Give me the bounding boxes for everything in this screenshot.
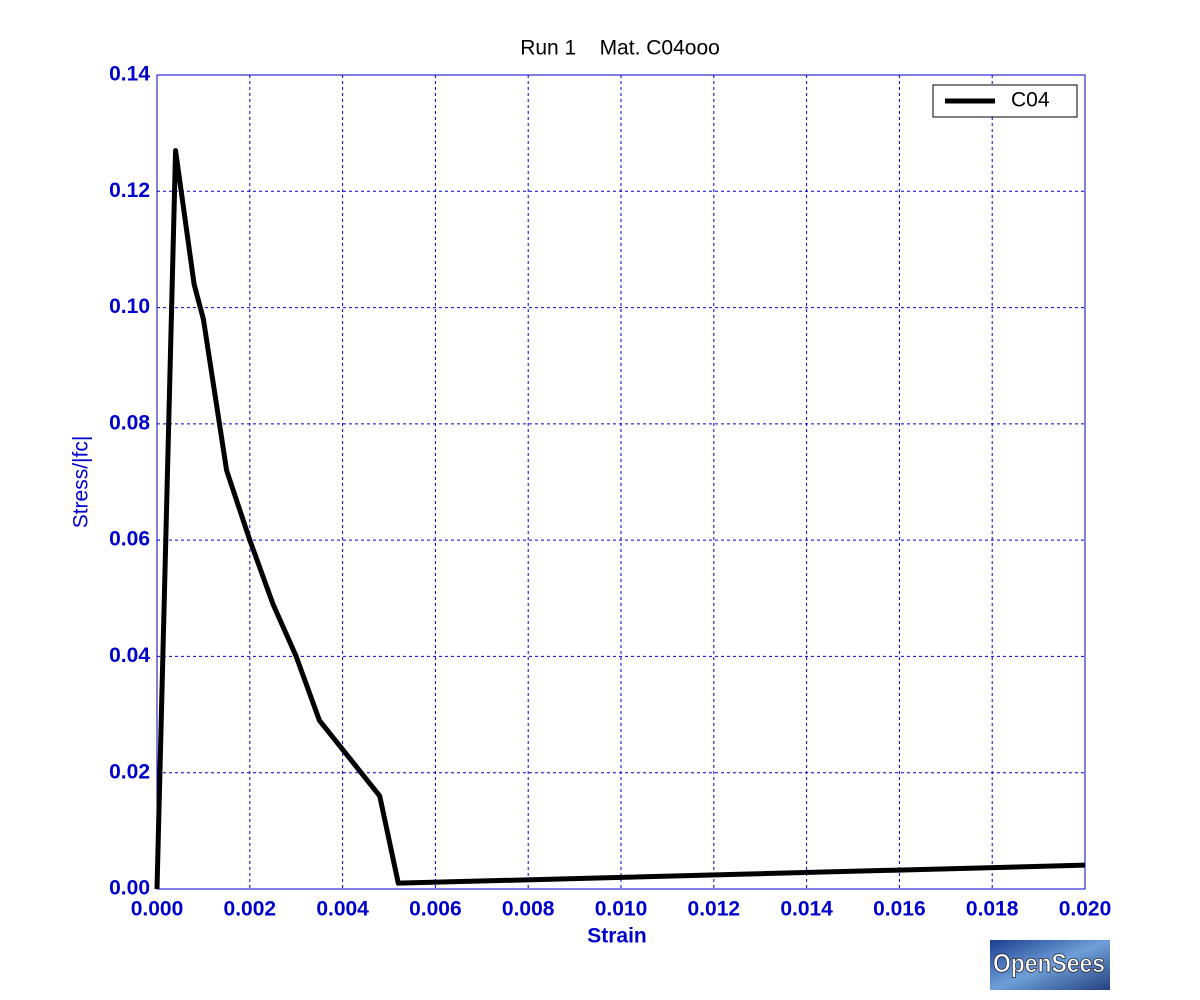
x-tick-label: 0.006 <box>409 898 462 921</box>
x-tick-label: 0.000 <box>131 898 184 921</box>
x-tick-label: 0.014 <box>780 898 833 921</box>
logo-text: OpenSees <box>993 948 1105 978</box>
x-tick-label: 0.004 <box>316 898 369 921</box>
data-line <box>154 148 1086 890</box>
y-tick-label: 0.00 <box>109 877 150 900</box>
legend-label: C04 <box>1011 89 1050 112</box>
x-tick-label: 0.016 <box>873 898 926 921</box>
y-tick-label: 0.14 <box>109 63 150 86</box>
x-tick-label: 0.002 <box>224 898 277 921</box>
chart-title: Run 1 Mat. C04ooo <box>520 37 720 60</box>
y-tick-label: 0.02 <box>109 760 150 783</box>
y-axis-label: Stress/|fc| <box>70 436 93 529</box>
x-tick-label: 0.010 <box>595 898 648 921</box>
logo <box>990 940 1110 990</box>
y-tick-label: 0.12 <box>109 179 150 202</box>
y-tick-label: 0.08 <box>109 411 150 434</box>
y-tick-label: 0.04 <box>109 644 150 667</box>
plot-frame <box>156 74 1086 890</box>
y-tick-label: 0.10 <box>109 295 150 318</box>
x-tick-label: 0.008 <box>502 898 555 921</box>
x-axis-label: Strain <box>587 925 647 948</box>
x-tick-label: 0.012 <box>688 898 741 921</box>
y-tick-label: 0.06 <box>109 528 150 551</box>
x-tick-label: 0.020 <box>1059 898 1112 921</box>
x-tick-label: 0.018 <box>966 898 1019 921</box>
